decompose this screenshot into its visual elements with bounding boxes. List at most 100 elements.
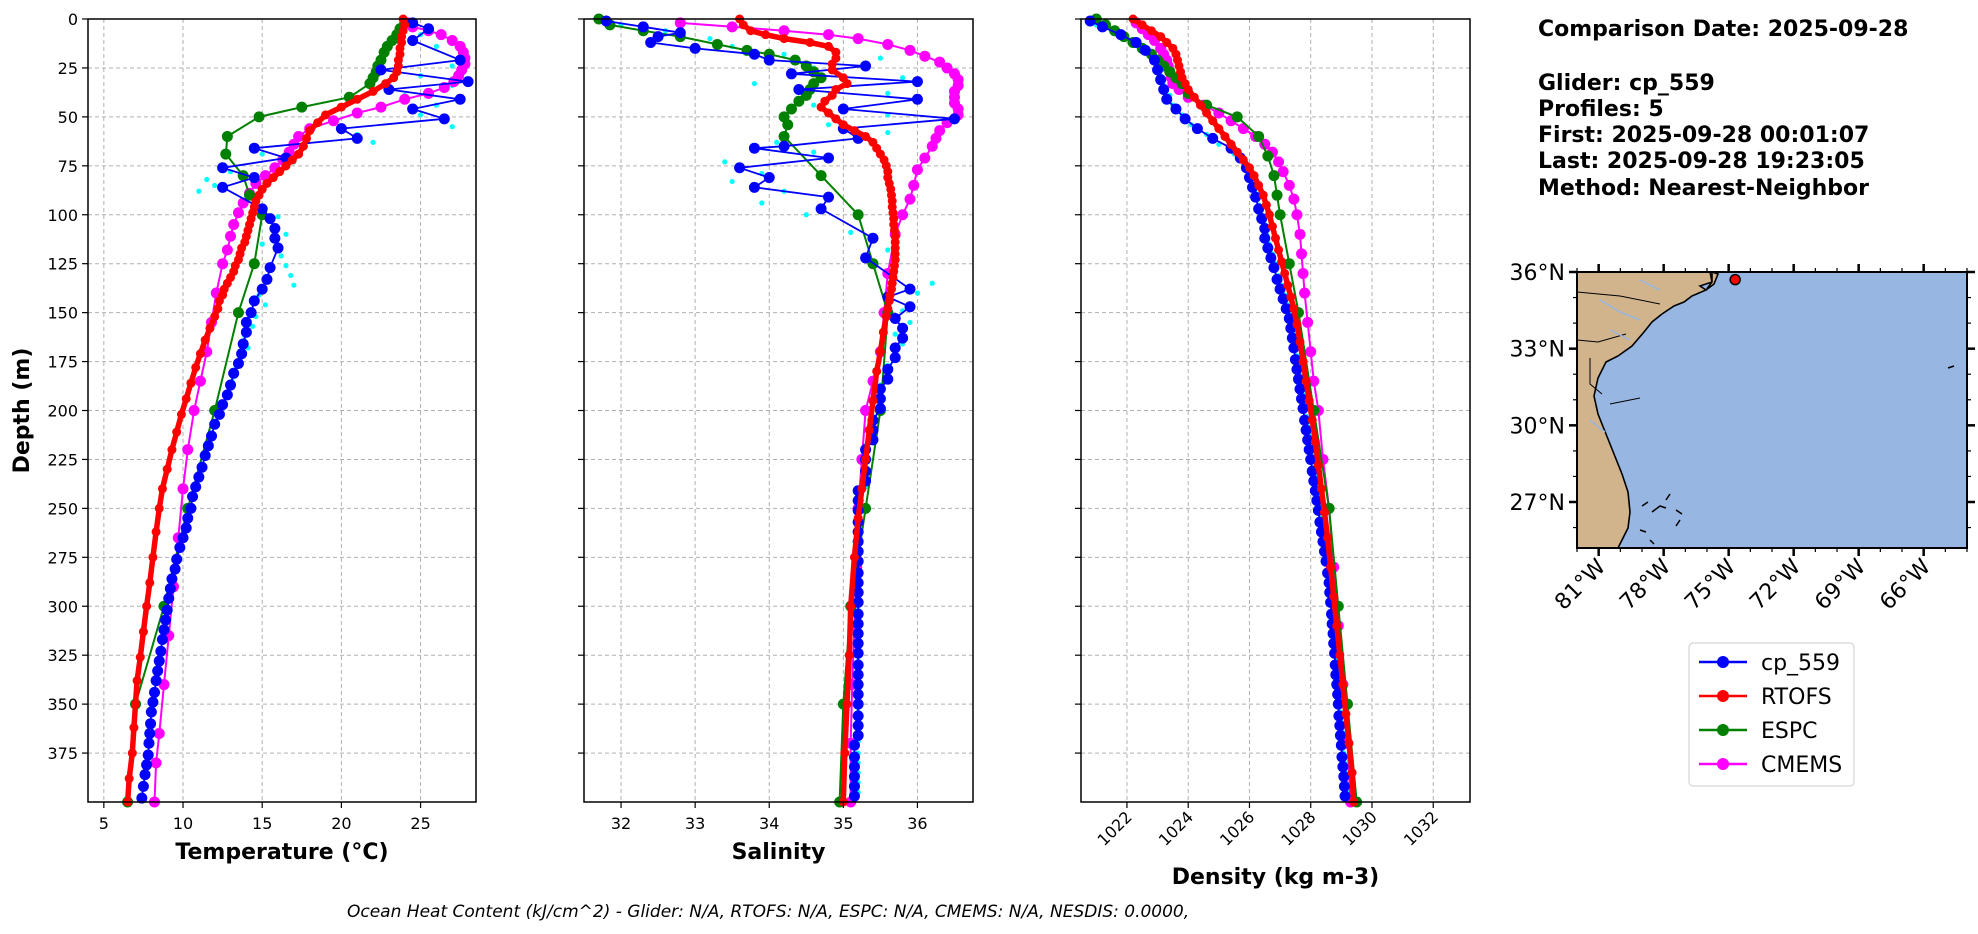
data-point [187, 491, 199, 503]
data-point [1292, 319, 1302, 329]
x-tick-label: 10 [173, 814, 193, 833]
data-point [351, 107, 363, 119]
data-point [1305, 453, 1317, 465]
scatter-point [433, 43, 440, 50]
data-point [1305, 346, 1317, 358]
data-point [228, 367, 240, 379]
data-point [734, 162, 746, 174]
data-point [202, 440, 214, 452]
data-point [875, 347, 885, 357]
x-tick-label: 33 [685, 814, 705, 833]
data-point [908, 179, 920, 191]
data-point [193, 471, 205, 483]
scatter-point [929, 280, 935, 286]
data-point [1300, 424, 1312, 436]
data-point [269, 222, 281, 234]
data-point [186, 378, 196, 388]
legend-swatch-marker [1717, 758, 1729, 770]
data-point [1341, 709, 1351, 719]
lon-tick-label: 72°W [1745, 554, 1806, 615]
data-point [195, 349, 205, 359]
scatter-point [885, 90, 891, 96]
data-point [1146, 26, 1156, 36]
data-point [228, 219, 240, 231]
data-point [313, 118, 323, 128]
data-point [1161, 93, 1173, 105]
data-point [1297, 267, 1309, 279]
data-point [1338, 771, 1350, 783]
data-point [919, 152, 931, 164]
data-point [782, 119, 794, 131]
data-point [1256, 213, 1268, 225]
data-point [240, 316, 252, 328]
scatter-point [781, 51, 787, 57]
data-point [889, 342, 901, 354]
data-point [763, 54, 775, 66]
data-point [1232, 147, 1242, 157]
scatter-point [449, 124, 455, 130]
map-bermuda [1947, 365, 1955, 369]
data-point [454, 54, 466, 66]
data-point [852, 637, 864, 649]
data-point [1253, 203, 1265, 215]
map-bahamas [1639, 493, 1683, 545]
last-time: Last: 2025-09-28 19:23:05 [1538, 149, 1865, 174]
scatter-point [803, 212, 809, 218]
series-cp-559 [136, 17, 474, 804]
data-point [176, 409, 186, 419]
data-point [1271, 233, 1280, 243]
data-point [1334, 729, 1346, 741]
data-point [142, 749, 154, 761]
data-point [407, 17, 419, 29]
data-point [1280, 268, 1290, 278]
data-point [1249, 171, 1259, 181]
series-line [680, 21, 960, 802]
data-point [884, 296, 894, 306]
scatter-point [914, 290, 921, 296]
data-point [878, 327, 888, 337]
data-point [232, 307, 244, 319]
data-point [205, 323, 215, 333]
data-point [1262, 242, 1274, 254]
data-point [232, 207, 244, 219]
data-point [196, 461, 208, 473]
data-point [135, 652, 145, 662]
y-axis-label: Depth (m) [10, 348, 35, 474]
data-point [852, 596, 864, 608]
data-point [185, 502, 197, 514]
data-point [911, 164, 923, 176]
scatter-point [278, 253, 284, 259]
y-tick-label: 300 [47, 597, 78, 616]
data-point [840, 748, 850, 758]
data-point [1250, 191, 1262, 203]
data-point [934, 56, 946, 68]
data-point [1195, 100, 1205, 110]
scatter-point [259, 151, 265, 157]
data-point [1158, 83, 1170, 95]
data-point [1268, 170, 1280, 182]
data-point [287, 155, 297, 165]
data-point [217, 258, 229, 270]
data-point [882, 363, 894, 375]
data-point [1280, 303, 1292, 315]
data-point [147, 696, 159, 708]
salinity-panel: 32 33 34 35 36 Salinity [578, 13, 974, 865]
data-point [294, 149, 304, 159]
scatter-point [250, 323, 256, 329]
data-point [827, 65, 837, 75]
data-point [1162, 37, 1172, 47]
data-point [275, 167, 285, 177]
data-point [150, 675, 162, 687]
scatter-point [907, 319, 913, 326]
data-point [1130, 36, 1142, 48]
data-point [874, 383, 886, 395]
scatter-point [707, 35, 713, 42]
data-point [182, 444, 194, 456]
data-point [1295, 337, 1305, 347]
data-point [1254, 180, 1264, 190]
data-point [161, 604, 173, 616]
x-axis-label: Salinity [732, 840, 826, 865]
data-point [221, 130, 233, 142]
data-point [1320, 507, 1330, 517]
data-point [248, 295, 260, 307]
